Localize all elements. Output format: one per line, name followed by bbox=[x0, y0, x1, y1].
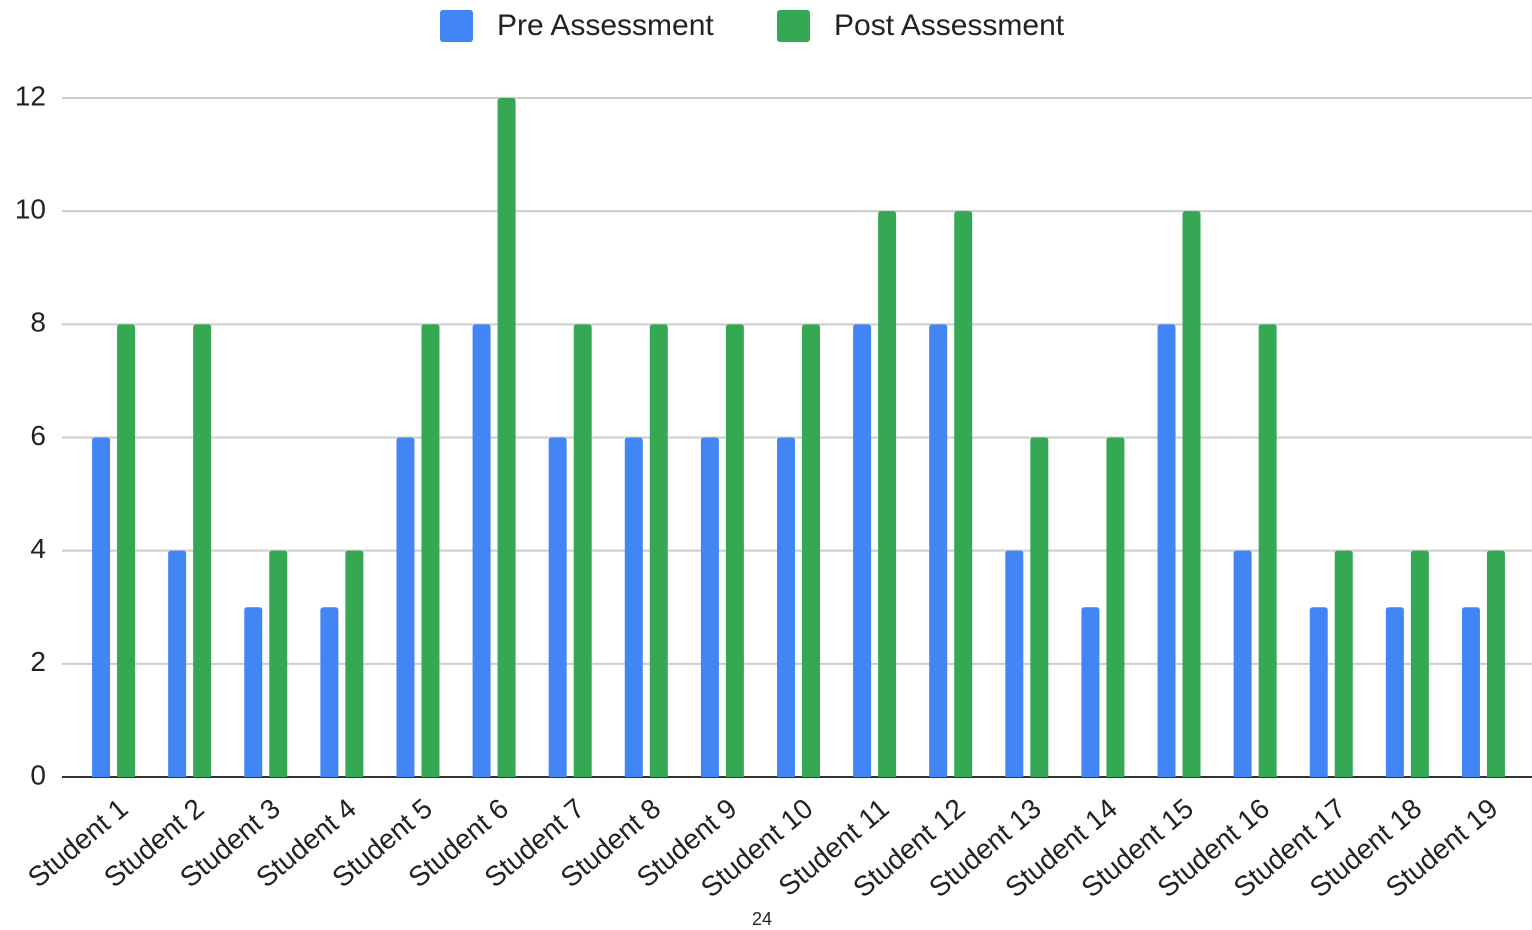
bar bbox=[117, 324, 136, 777]
bar bbox=[1309, 607, 1328, 777]
bar bbox=[954, 211, 973, 777]
bar bbox=[1233, 550, 1252, 777]
legend-label: Pre Assessment bbox=[497, 9, 714, 42]
bar bbox=[244, 607, 263, 777]
legend-swatch bbox=[440, 10, 473, 42]
bar bbox=[777, 437, 795, 777]
bar bbox=[1106, 437, 1125, 777]
bar bbox=[92, 437, 111, 777]
bar bbox=[421, 324, 440, 777]
legend-swatch bbox=[777, 10, 810, 42]
bar bbox=[1005, 550, 1024, 777]
y-tick-label: 0 bbox=[30, 759, 46, 790]
bar bbox=[1157, 324, 1176, 777]
bar bbox=[168, 550, 187, 777]
y-tick-label: 2 bbox=[30, 646, 46, 677]
bar bbox=[320, 607, 339, 777]
bar bbox=[497, 98, 516, 777]
bar bbox=[396, 437, 415, 777]
y-tick-label: 10 bbox=[15, 194, 46, 225]
bar bbox=[1334, 550, 1353, 777]
y-tick-label: 6 bbox=[30, 420, 46, 451]
bar bbox=[1182, 211, 1201, 777]
bar bbox=[472, 324, 491, 777]
bar bbox=[1410, 550, 1429, 777]
bar bbox=[573, 324, 592, 777]
bar bbox=[1081, 607, 1100, 777]
bar bbox=[1486, 550, 1505, 777]
bar bbox=[1461, 607, 1480, 777]
bar bbox=[624, 437, 643, 777]
bar bbox=[548, 437, 567, 777]
bar bbox=[929, 324, 948, 777]
page-number: 24 bbox=[752, 909, 772, 929]
y-tick-label: 4 bbox=[30, 533, 46, 564]
bar bbox=[700, 437, 719, 777]
bar bbox=[878, 211, 897, 777]
bar bbox=[1030, 437, 1049, 777]
y-tick-label: 8 bbox=[30, 307, 46, 338]
bar bbox=[345, 550, 364, 777]
legend-label: Post Assessment bbox=[834, 9, 1065, 42]
bar bbox=[1258, 324, 1277, 777]
bar bbox=[802, 324, 820, 777]
bar bbox=[853, 324, 872, 777]
bar bbox=[649, 324, 668, 777]
bar bbox=[193, 324, 212, 777]
bar bbox=[1385, 607, 1404, 777]
bar bbox=[269, 550, 288, 777]
y-tick-label: 12 bbox=[15, 80, 46, 111]
bar bbox=[725, 324, 744, 777]
